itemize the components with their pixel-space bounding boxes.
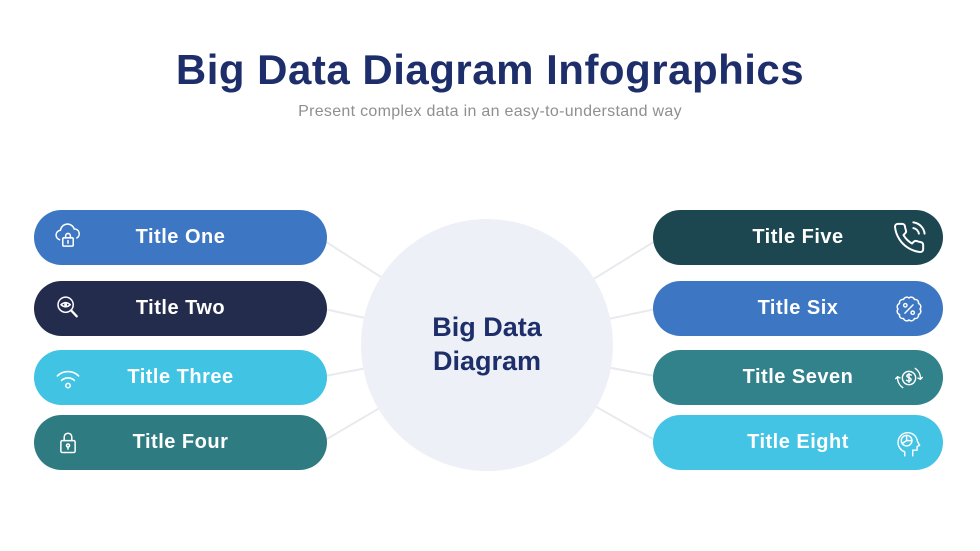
- phone-call-icon: [890, 219, 928, 257]
- pill-label: Title Five: [752, 226, 844, 248]
- pill-title-eight: Title Eight: [653, 415, 943, 470]
- pill-label: Title Eight: [747, 431, 849, 453]
- pill-label: Title Three: [127, 366, 234, 388]
- page-title: Big Data Diagram Infographics: [175, 46, 805, 93]
- pill-label: Title Six: [757, 297, 839, 319]
- page-subtitle: Present complex data in an easy-to-under…: [298, 103, 682, 120]
- cloud-lock-icon: [49, 219, 87, 257]
- pill-title-five: Title Five: [653, 210, 943, 265]
- dollar-sync-icon: [890, 359, 928, 397]
- pill-title-four: Title Four: [34, 415, 327, 470]
- percent-badge-icon: [890, 290, 928, 328]
- center-circle: Big Data Diagram: [361, 219, 613, 471]
- search-eye-icon: [49, 290, 87, 328]
- lock-icon: [49, 424, 87, 462]
- pill-title-three: Title Three: [34, 350, 327, 405]
- center-label-line2: Diagram: [432, 346, 542, 376]
- header: Big Data Diagram Infographics Present co…: [0, 46, 980, 121]
- center-label: Big Data Diagram: [432, 311, 542, 379]
- head-pie-chart-icon: [890, 424, 928, 462]
- pill-label: Title Four: [132, 431, 229, 453]
- pill-title-seven: Title Seven: [653, 350, 943, 405]
- pill-title-two: Title Two: [34, 281, 327, 336]
- pill-label: Title Seven: [742, 366, 854, 388]
- pill-title-six: Title Six: [653, 281, 943, 336]
- pill-label: Title One: [135, 226, 226, 248]
- pill-title-one: Title One: [34, 210, 327, 265]
- center-label-line1: Big Data: [432, 312, 542, 343]
- pill-label: Title Two: [135, 297, 226, 319]
- wifi-icon: [49, 359, 87, 397]
